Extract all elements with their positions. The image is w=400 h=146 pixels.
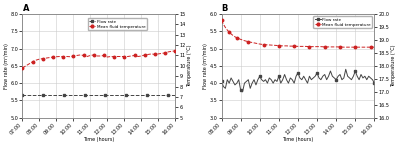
Y-axis label: Flow rate (m³/min): Flow rate (m³/min) xyxy=(4,43,9,89)
X-axis label: Time (hours): Time (hours) xyxy=(282,137,314,142)
Legend: Flow rate, Mean fluid temperature: Flow rate, Mean fluid temperature xyxy=(88,18,147,30)
Y-axis label: Flow rate (m³/min): Flow rate (m³/min) xyxy=(203,43,208,89)
Legend: Flow rate, Mean fluid temperature: Flow rate, Mean fluid temperature xyxy=(313,16,372,28)
Text: B: B xyxy=(222,4,228,13)
Text: A: A xyxy=(22,4,29,13)
X-axis label: Time (hours): Time (hours) xyxy=(83,137,114,142)
Y-axis label: Temperature (°C): Temperature (°C) xyxy=(187,45,192,87)
Y-axis label: Temperature (°C): Temperature (°C) xyxy=(391,45,396,87)
